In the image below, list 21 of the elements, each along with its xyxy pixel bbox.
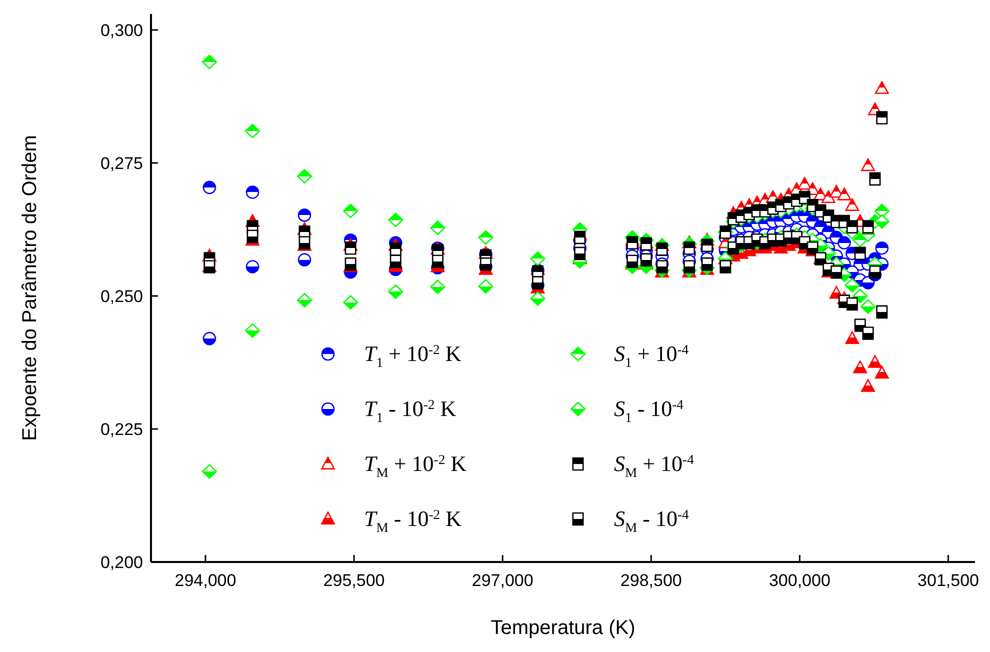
y-tick-label: 0,200 <box>100 552 143 572</box>
legend-label: T$_{1}$ + 10$^{-2}$ K <box>364 341 462 370</box>
y-tick-label: 0,300 <box>100 20 143 40</box>
x-tick-label: 294,000 <box>174 571 236 590</box>
legend-label: S$_{1}$ + 10$^{-4}$ <box>614 341 689 370</box>
x-tick-label: 298,500 <box>620 571 682 590</box>
x-axis-title: Temperatura (K) <box>490 617 636 639</box>
y-tick-label: 0,225 <box>100 420 143 439</box>
x-tick-label: 300,000 <box>768 571 830 590</box>
legend-label: T$_{M}$ + 10$^{-2}$ K <box>364 451 467 480</box>
legend-label: S$_{1}$ - 10$^{-4}$ <box>614 396 684 426</box>
y-tick-label: 0,275 <box>100 154 143 173</box>
y-axis-title: Expoente do Parâmetro de Ordem <box>19 135 41 441</box>
legend-label: T$_{1}$ - 10$^{-2}$ K <box>364 396 456 426</box>
y-tick-label: 0,250 <box>100 286 143 306</box>
x-tick-label: 301,500 <box>918 571 979 590</box>
legend-label: T$_{M}$ - 10$^{-2}$ K <box>364 506 462 536</box>
x-tick-label: 295,500 <box>323 571 385 590</box>
legend-label: S$_{M}$ + 10$^{-4}$ <box>614 451 694 480</box>
legend-label: S$_{M}$ - 10$^{-4}$ <box>614 506 689 536</box>
x-tick-label: 297,000 <box>472 571 534 590</box>
